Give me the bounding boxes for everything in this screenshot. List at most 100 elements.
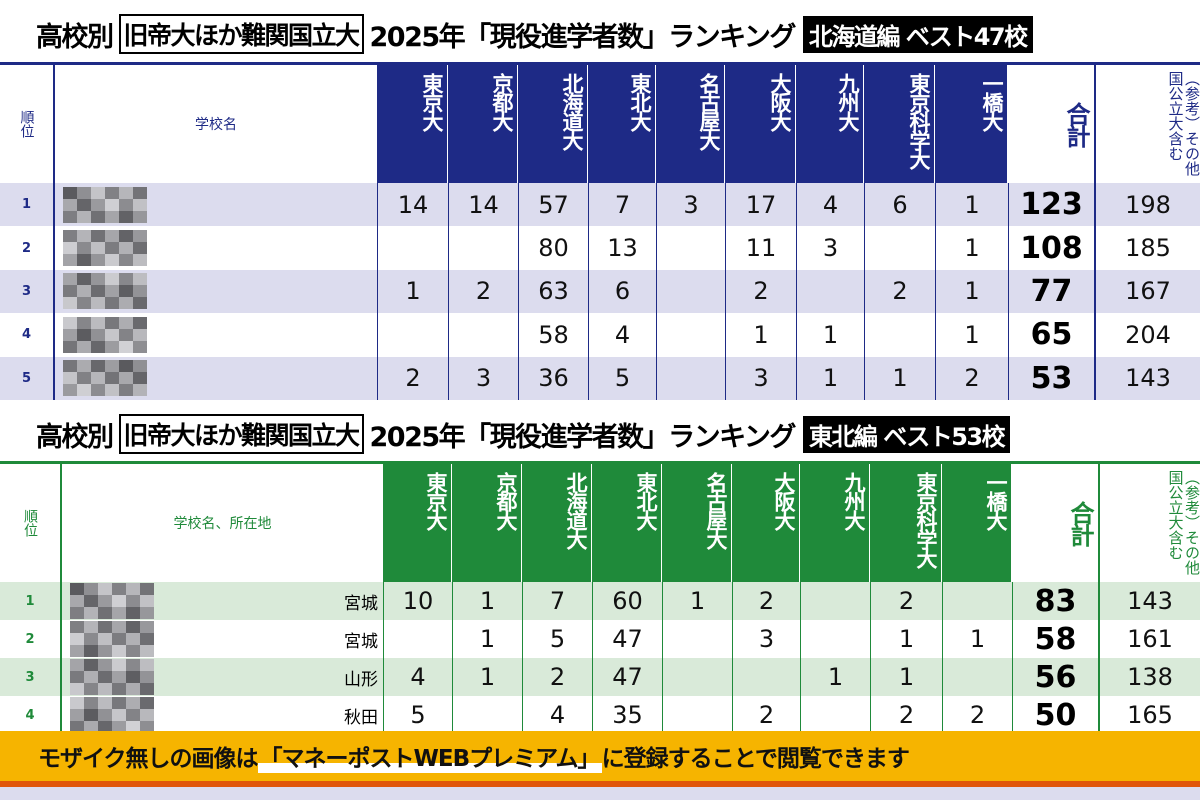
value-cell: 1 xyxy=(725,313,796,357)
university-header: 九州大 xyxy=(800,464,870,582)
mosaic-block xyxy=(112,709,126,721)
mosaic-block xyxy=(105,254,119,267)
mosaic-block xyxy=(91,285,105,298)
prefecture-cell: 秋田 xyxy=(344,707,378,728)
mosaic-block xyxy=(98,595,112,607)
mosaic-block xyxy=(98,709,112,721)
value-cell: 2 xyxy=(377,356,448,400)
value-cell: 5 xyxy=(522,620,592,658)
mosaic-block xyxy=(133,316,147,329)
mosaic-block xyxy=(133,285,147,298)
mosaic-block xyxy=(105,328,119,341)
mosaic-block xyxy=(126,645,140,657)
mosaic-block xyxy=(98,683,112,695)
mosaic-block xyxy=(119,230,133,243)
reference-cell: 204 xyxy=(1125,320,1171,349)
mosaic-block xyxy=(133,340,147,353)
value-cell xyxy=(800,620,870,658)
mosaic-block xyxy=(133,210,147,223)
mosaic-block xyxy=(140,697,154,709)
value-cell: 4 xyxy=(796,183,864,227)
mosaic-block xyxy=(77,372,91,385)
mosaic-block xyxy=(84,671,98,683)
mosaic-block xyxy=(140,721,154,733)
value-cell: 6 xyxy=(864,183,935,227)
value-cell xyxy=(942,582,1012,620)
mosaic-block xyxy=(112,645,126,657)
reference-cell: 161 xyxy=(1127,625,1173,653)
mosaic-block xyxy=(98,583,112,595)
title-badge: 北海道編 ベスト47校 xyxy=(802,15,1033,53)
mosaic-block xyxy=(112,659,126,671)
mosaic-block xyxy=(84,659,98,671)
reference-cell: 185 xyxy=(1125,234,1171,263)
mosaic-block xyxy=(84,683,98,695)
mosaic-block xyxy=(98,697,112,709)
value-cell: 2 xyxy=(522,658,592,696)
mosaic-block xyxy=(84,595,98,607)
value-cell: 14 xyxy=(377,183,448,227)
mosaic-block xyxy=(133,328,147,341)
mosaic-block xyxy=(70,607,84,619)
mosaic-block xyxy=(70,683,84,695)
mosaic-school-name xyxy=(63,273,147,310)
mosaic-block xyxy=(119,242,133,255)
mosaic-block xyxy=(119,316,133,329)
mosaic-block xyxy=(105,360,119,373)
value-cell: 7 xyxy=(588,183,656,227)
value-cell: 1 xyxy=(662,582,732,620)
value-cell: 1 xyxy=(870,658,942,696)
mosaic-block xyxy=(70,621,84,633)
prefecture-cell: 宮城 xyxy=(344,593,378,614)
mosaic-block xyxy=(91,316,105,329)
mosaic-block xyxy=(119,384,133,397)
mosaic-block xyxy=(112,633,126,645)
rank-cell: 2 xyxy=(0,620,62,658)
value-cell xyxy=(656,313,725,357)
value-cell xyxy=(377,313,448,357)
value-cell: 4 xyxy=(522,696,592,734)
value-cell: 3 xyxy=(732,620,800,658)
value-cell: 47 xyxy=(592,620,662,658)
mosaic-block xyxy=(91,186,105,199)
mosaic-block xyxy=(98,721,112,733)
value-cell xyxy=(448,226,518,270)
banner-text: モザイク無しの画像は xyxy=(38,746,259,772)
mosaic-block xyxy=(126,633,140,645)
mosaic-block xyxy=(63,285,77,298)
mosaic-block xyxy=(112,683,126,695)
value-cell: 10 xyxy=(383,582,452,620)
mosaic-block xyxy=(105,316,119,329)
mosaic-block xyxy=(140,671,154,683)
mosaic-block xyxy=(70,671,84,683)
mosaic-block xyxy=(140,607,154,619)
value-cell xyxy=(656,269,725,314)
mosaic-block xyxy=(133,242,147,255)
mosaic-block xyxy=(63,210,77,223)
value-cell: 2 xyxy=(448,269,518,314)
rank-cell: 4 xyxy=(0,313,55,357)
value-cell: 3 xyxy=(796,226,864,270)
mosaic-block xyxy=(126,671,140,683)
university-header: 京都大 xyxy=(452,464,522,582)
premium-banner[interactable]: モザイク無しの画像は 「マネーポストWEBプレミアム」 に登録することで閲覧でき… xyxy=(0,731,1200,781)
mosaic-block xyxy=(126,709,140,721)
mosaic-block xyxy=(105,285,119,298)
title-prefix: 高校別 xyxy=(36,21,114,53)
mosaic-block xyxy=(119,340,133,353)
value-cell: 2 xyxy=(864,269,935,314)
mosaic-block xyxy=(84,697,98,709)
title-box: 旧帝大ほか難関国立大 xyxy=(118,14,364,54)
total-cell: 58 xyxy=(1012,620,1100,658)
mosaic-block xyxy=(126,683,140,695)
value-cell: 36 xyxy=(518,356,588,400)
mosaic-block xyxy=(77,297,91,310)
value-cell: 1 xyxy=(935,269,1008,314)
mosaic-block xyxy=(133,230,147,243)
mosaic-block xyxy=(140,621,154,633)
rank-cell: 4 xyxy=(0,696,62,734)
university-header: 一橋大 xyxy=(942,464,1012,582)
title-box: 旧帝大ほか難関国立大 xyxy=(118,414,364,454)
total-cell: 56 xyxy=(1012,658,1100,696)
reference-header: （参考）その他国公立大含む xyxy=(1166,71,1200,176)
